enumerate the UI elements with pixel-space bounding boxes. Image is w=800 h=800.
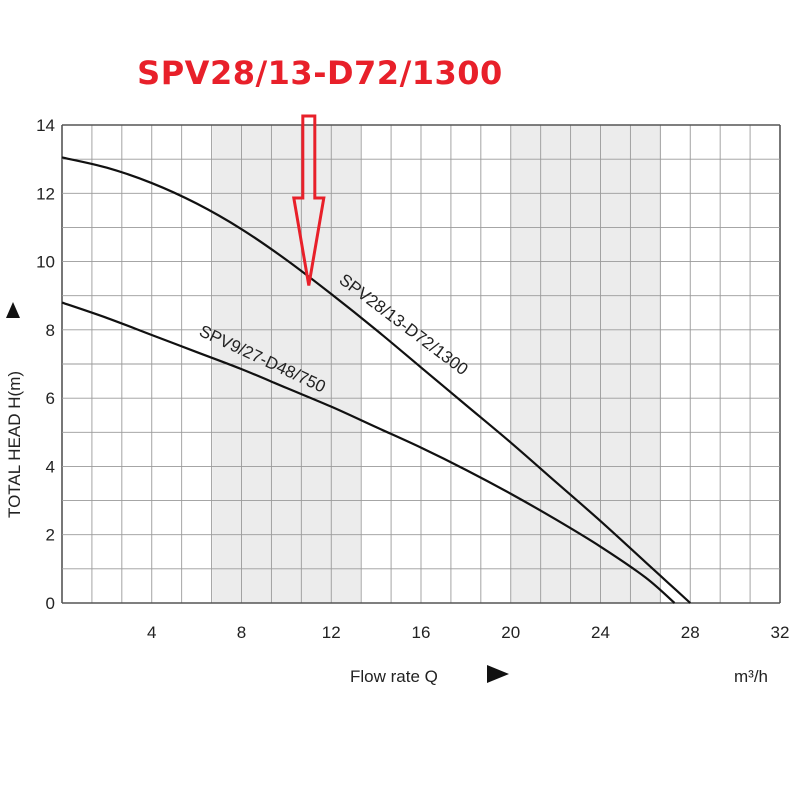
x-axis-title: Flow rate Q	[350, 667, 438, 686]
x-tick-label: 12	[322, 623, 341, 642]
x-axis-unit: m³/h	[734, 667, 768, 686]
y-tick-label: 8	[46, 321, 55, 340]
y-tick-label: 6	[46, 389, 55, 408]
series-line-2	[61, 301, 676, 604]
x-tick-label: 4	[147, 623, 156, 642]
y-tick-label: 10	[36, 253, 55, 272]
y-axis-arrow-icon	[6, 302, 20, 318]
x-tick-label: 32	[771, 623, 790, 642]
y-tick-label: 0	[46, 594, 55, 613]
y-tick-label: 4	[46, 457, 55, 476]
x-tick-label: 8	[237, 623, 246, 642]
y-axis-title: TOTAL HEAD H(m)	[5, 371, 24, 518]
y-tick-label: 14	[36, 116, 55, 135]
y-tick-label: 12	[36, 184, 55, 203]
annotation-arrow-icon	[292, 114, 326, 286]
x-tick-label: 20	[501, 623, 520, 642]
chart-headline: SPV28/13-D72/1300	[137, 54, 503, 92]
x-tick-label: 24	[591, 623, 610, 642]
y-tick-label: 2	[46, 526, 55, 545]
x-tick-label: 28	[681, 623, 700, 642]
series-line-1	[61, 156, 691, 604]
x-tick-label: 16	[412, 623, 431, 642]
x-axis-arrow-icon	[487, 665, 509, 683]
